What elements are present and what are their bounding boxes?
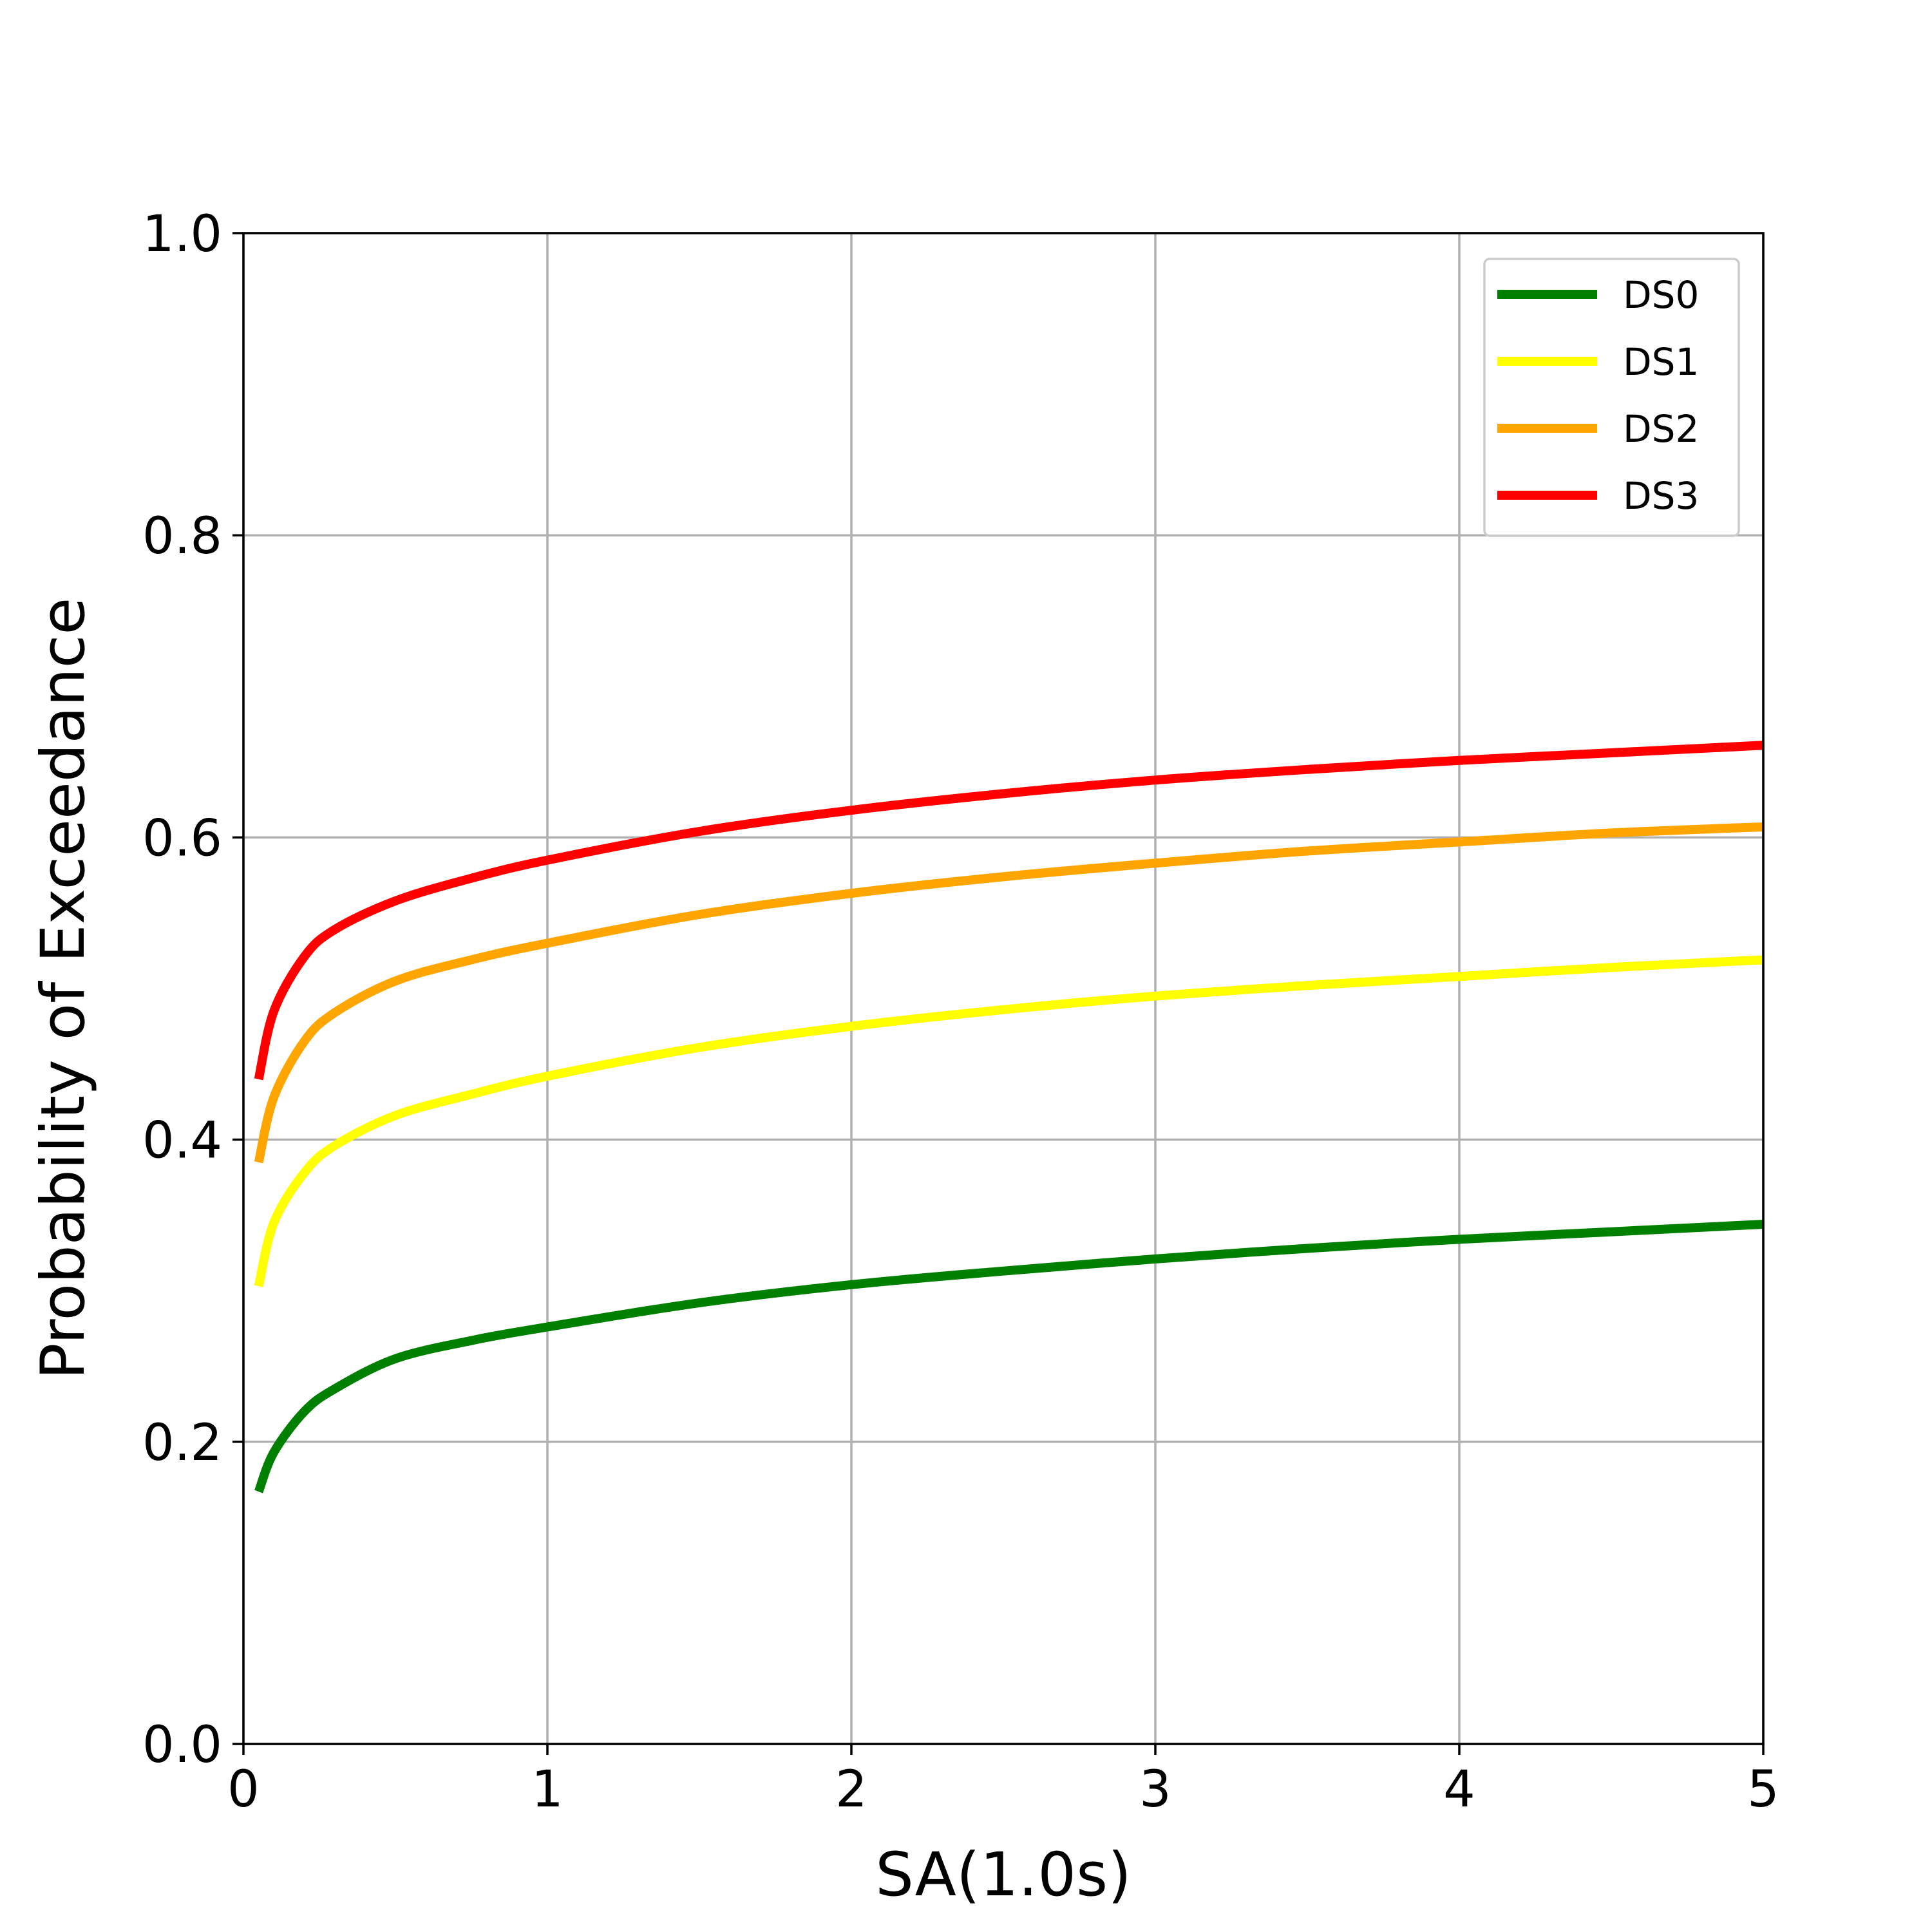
series-line-ds1 xyxy=(254,955,1764,1287)
legend-label-ds1: DS1 xyxy=(1623,340,1699,384)
legend-box xyxy=(1483,258,1740,537)
series-line-ds0 xyxy=(254,1220,1764,1493)
y-tick-label: 0.6 xyxy=(142,810,222,867)
x-axis-label: SA(1.0s) xyxy=(875,1840,1132,1910)
x-tick-label: 3 xyxy=(1139,1761,1171,1819)
legend-label-ds2: DS2 xyxy=(1623,407,1699,451)
y-axis-label: Probability of Exceedance xyxy=(28,598,99,1379)
x-tick-label: 4 xyxy=(1443,1761,1475,1819)
legend-label-ds3: DS3 xyxy=(1623,474,1699,518)
y-tick-label: 0.0 xyxy=(142,1716,222,1774)
y-tick-label: 0.2 xyxy=(142,1414,222,1472)
y-tick-label: 0.4 xyxy=(142,1112,222,1170)
series-line-ds3 xyxy=(254,741,1764,1081)
x-tick-label: 0 xyxy=(227,1761,260,1819)
ticks: 0 1 2 3 4 5 0.0 0.2 0.4 0.6 0.8 1.0 xyxy=(142,205,1779,1819)
legend-label-ds0: DS0 xyxy=(1623,273,1699,317)
x-tick-label: 1 xyxy=(531,1761,564,1819)
legend: DS0 DS1 DS2 DS3 xyxy=(1483,258,1740,537)
y-tick-label: 1.0 xyxy=(142,205,222,263)
series-layer xyxy=(254,741,1764,1493)
plot-frame xyxy=(242,232,1765,1745)
series-line-ds2 xyxy=(254,822,1764,1164)
x-tick-label: 2 xyxy=(835,1761,867,1819)
y-tick-label: 0.8 xyxy=(142,507,222,565)
x-tick-label: 5 xyxy=(1747,1761,1779,1819)
